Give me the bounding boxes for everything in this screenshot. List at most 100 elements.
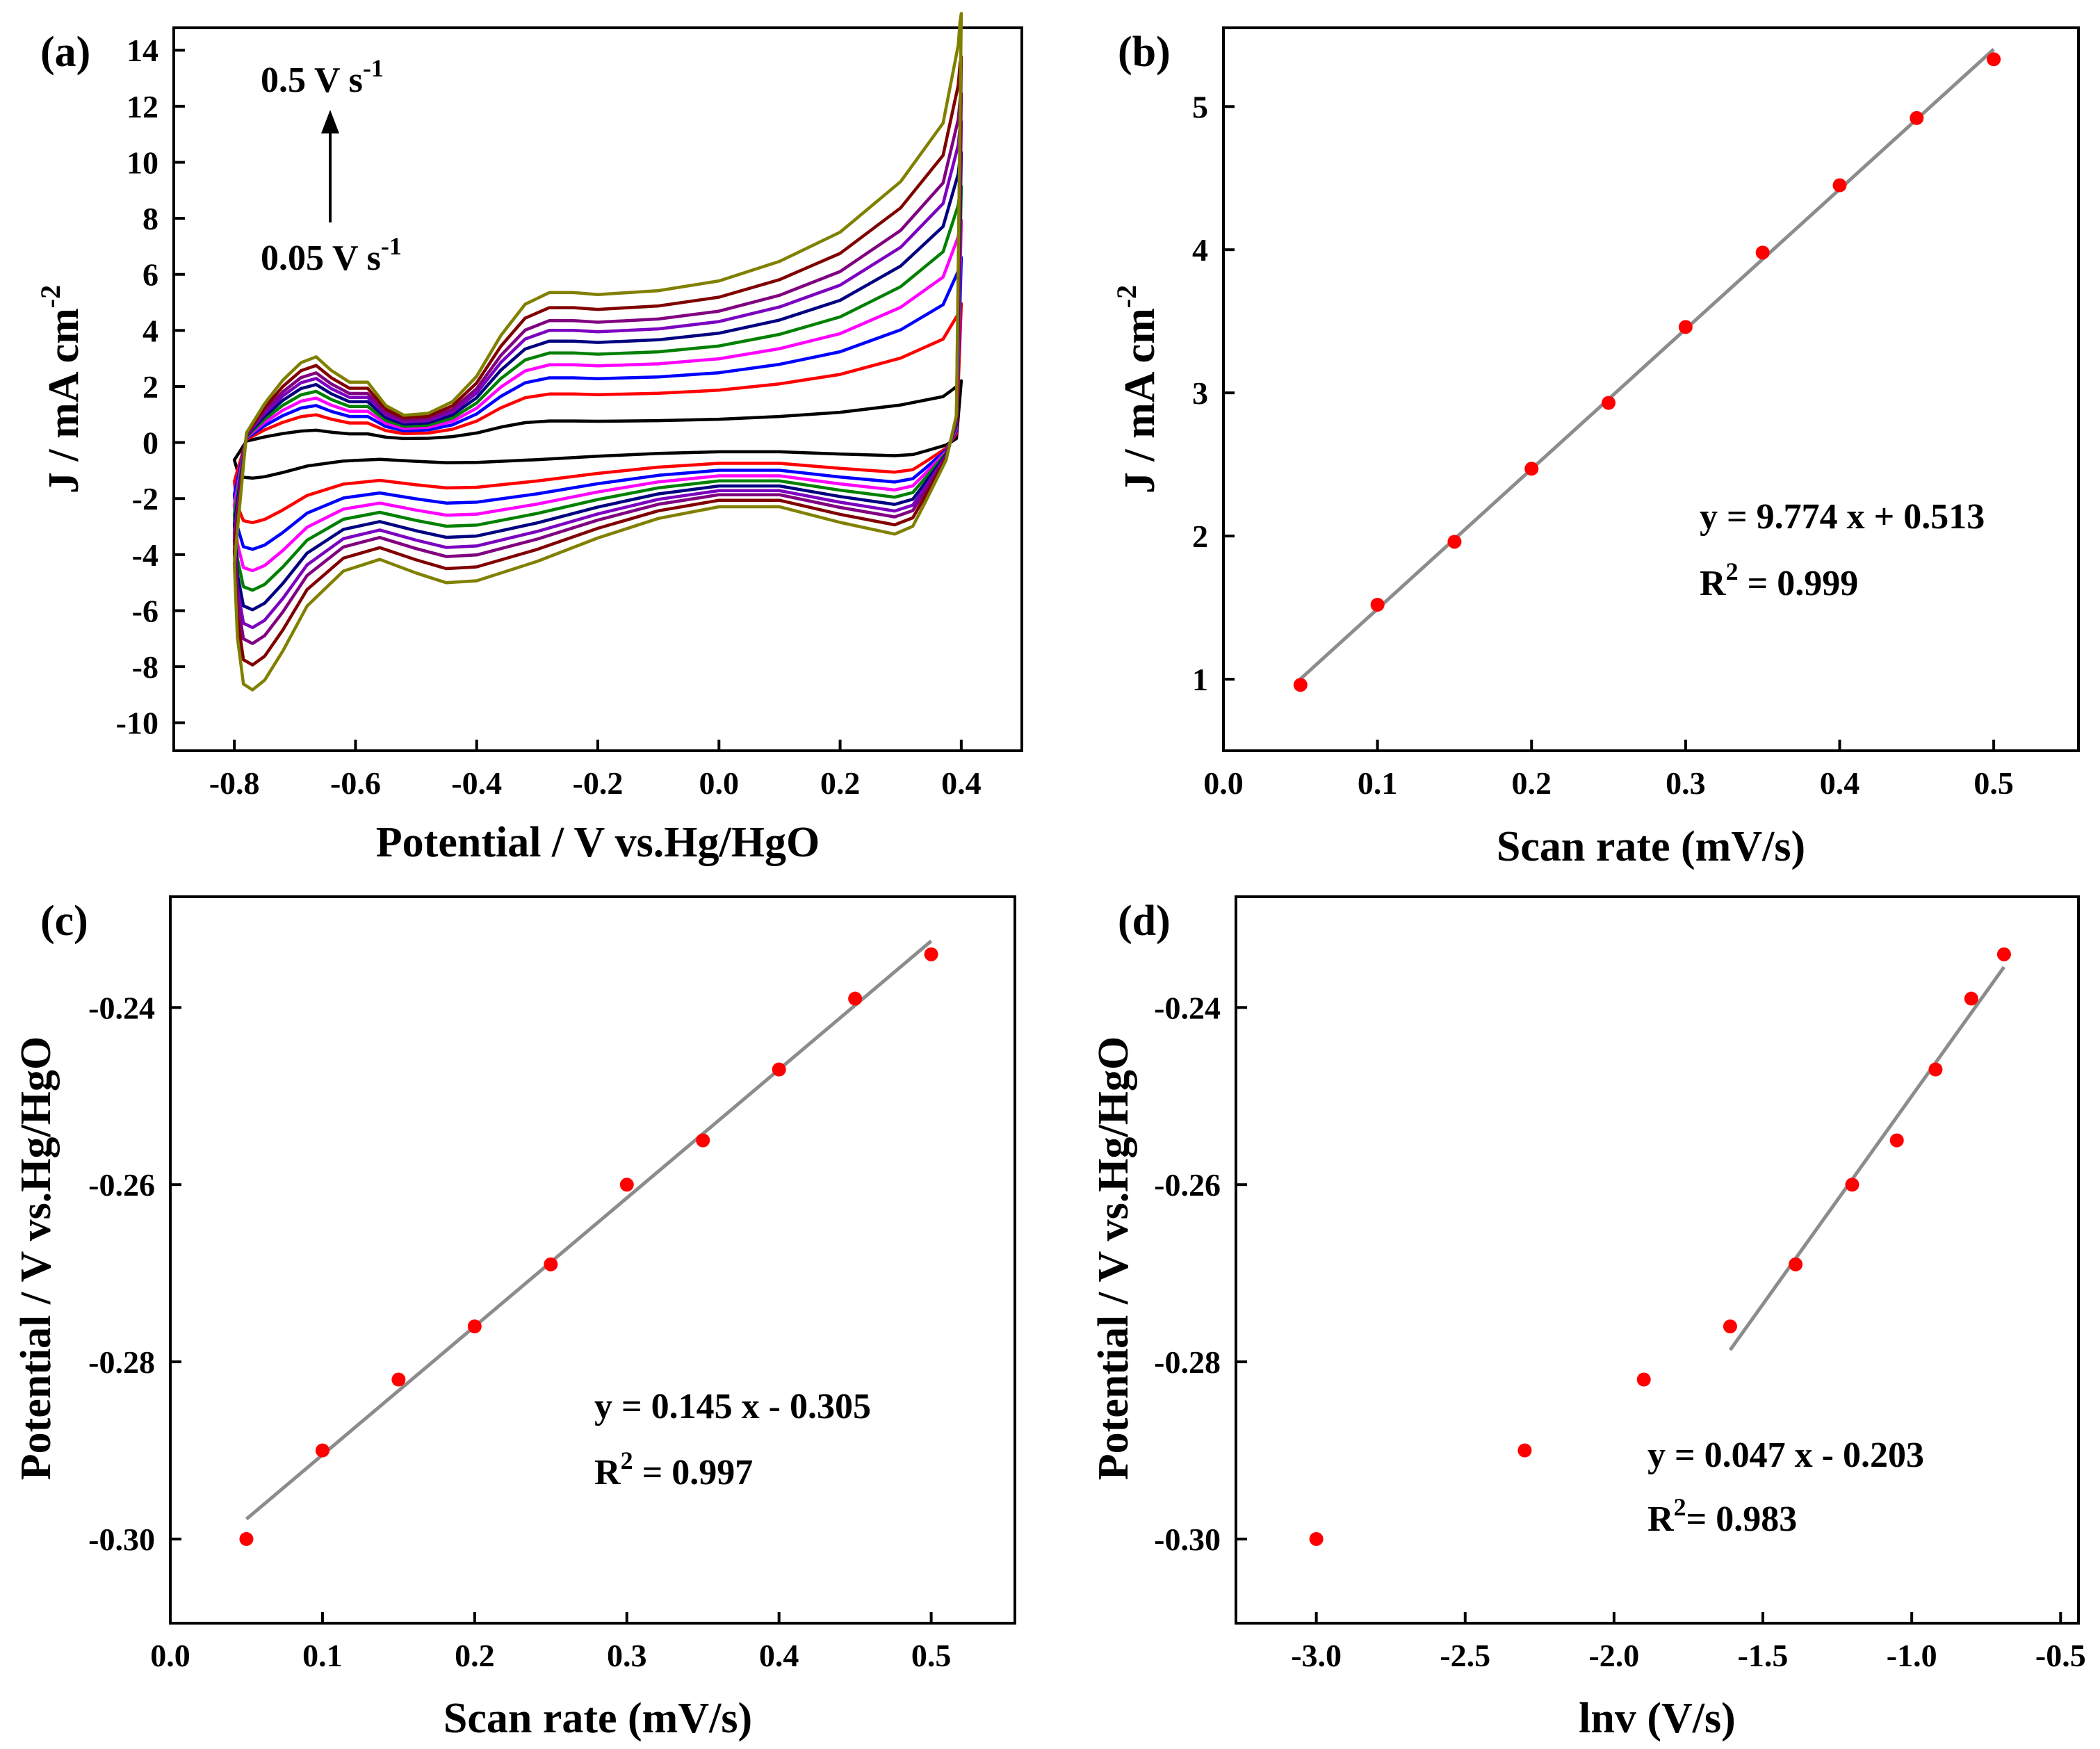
panel-d-data-point (1309, 1531, 1324, 1546)
panel-d-x-tick-label: -0.5 (2035, 1638, 2086, 1673)
panel-c-y-tick-label: -0.28 (88, 1344, 155, 1380)
panel-c-x-tick-label: 0.2 (455, 1638, 495, 1673)
panel-a-y-tick-label: 2 (143, 369, 158, 405)
panel-c-points (239, 947, 938, 1546)
panel-b-y-axis-label: J / mA cm-2 (1111, 285, 1164, 494)
panel-a-y-tick-label: 6 (143, 257, 158, 293)
panel-c-data-point (315, 1443, 329, 1458)
panel-a-x-tick-label: 0.0 (699, 765, 740, 801)
panel-c-x-tick-label: 0.5 (911, 1638, 952, 1673)
panel-d-data-point (1928, 1062, 1943, 1077)
panel-b-fit-line-group (1299, 48, 1995, 681)
panel-d-equation: y = 0.047 x - 0.203 (1647, 1435, 1924, 1475)
panel-a-y-tick-label: 8 (143, 201, 158, 236)
panel-b-r2: R2 = 0.999 (1700, 558, 1858, 603)
panel-d-points (1309, 947, 2011, 1546)
panel-a-x-ticks: -0.8 -0.6 -0.4 -0.2 0.0 0.2 0.4 (209, 740, 982, 801)
panel-b-points (1293, 52, 2001, 692)
panel-c-data-point (924, 947, 938, 961)
panel-b-data-point (1987, 52, 2001, 67)
panel-d-data-point (1845, 1178, 1859, 1192)
panel-b-data-point (1832, 178, 1847, 193)
panel-a-annotation-high: 0.5 V s-1 (261, 54, 384, 100)
panel-c-scatter-chart: (c) 0.0 0.1 0.2 0.3 0.4 0.5 -0.30-0.28-0.26-0… (13, 895, 1016, 1742)
panel-b-fit-line (1299, 48, 1995, 681)
panel-d-data-point (1723, 1319, 1737, 1334)
panel-b-x-tick-label: 0.4 (1820, 765, 1860, 801)
panel-a-y-tick-label: -10 (116, 706, 158, 741)
panel-a-x-tick-label: -0.4 (451, 765, 502, 801)
panel-a-cv-curve (232, 302, 963, 525)
panel-a-cv-curve (232, 92, 963, 646)
panel-c-frame (169, 895, 1016, 1625)
panel-b-scatter-chart: (b) 0.0 0.1 0.2 0.3 0.4 0.5 1 2 3 4 5 Scan rate (… (1111, 26, 2080, 870)
panel-c-x-axis-label: Scan rate (mV/s) (443, 1695, 752, 1742)
panel-c-x-tick-label: 0.4 (759, 1638, 799, 1673)
panel-b-data-point (1755, 245, 1770, 260)
panel-c-r2: R2 = 0.997 (594, 1447, 753, 1492)
panel-b-x-tick-label: 0.1 (1358, 765, 1398, 801)
panel-c-x-tick-label: 0.3 (607, 1638, 647, 1673)
panel-a-cv-curve (232, 12, 963, 692)
panel-b-y-tick-label: 5 (1192, 89, 1208, 124)
panel-c-data-point (848, 991, 863, 1006)
panel-c-y-axis-label: Potential / V vs.Hg/HgO (13, 1036, 60, 1480)
panel-b-data-point (1447, 535, 1462, 549)
panel-a-x-tick-label: 0.4 (941, 765, 982, 801)
panel-a-y-tick-label: 14 (127, 33, 158, 68)
panel-c-data-point (619, 1178, 634, 1192)
panel-c-data-point (391, 1372, 406, 1387)
panel-b-x-tick-label: 0.3 (1666, 765, 1706, 801)
panel-d-x-tick-label: -1.5 (1738, 1638, 1789, 1673)
panel-d-y-tick-label: -0.26 (1154, 1167, 1221, 1203)
panel-c-y-tick-label: -0.30 (88, 1522, 155, 1557)
panel-c-data-point (696, 1133, 710, 1148)
panel-a-y-tick-label: 12 (127, 89, 158, 124)
panel-a-cv-curve (232, 379, 963, 480)
panel-d-frame (1235, 895, 2080, 1625)
panel-d-x-axis-label: lnv (V/s) (1579, 1695, 1736, 1742)
panel-a-y-ticks: -10 -8 -6 -4 -2 0 2 4 6 8 10 12 14 (116, 33, 185, 741)
panel-b-x-tick-label: 0.2 (1511, 765, 1552, 801)
panel-d-data-point (1517, 1443, 1532, 1458)
panel-d-data-point (1889, 1133, 1904, 1148)
panel-c-data-point (239, 1531, 254, 1546)
panel-d-data-point (1964, 991, 1978, 1006)
panel-a-y-tick-label: -8 (132, 649, 158, 685)
panel-b-x-tick-label: 0.5 (1973, 765, 2014, 801)
panel-a-y-tick-label: 4 (143, 313, 158, 348)
panel-a-y-tick-label: -2 (132, 481, 158, 516)
panel-a-x-tick-label: -0.8 (209, 765, 260, 801)
panel-c-fit-line (245, 939, 933, 1521)
panel-d-y-tick-label: -0.30 (1154, 1522, 1221, 1557)
panel-a-cv-chart: (a) -0.8 -0.6 -0.4 -0.2 0.0 0.2 0.4 -10-8-6-4-… (35, 12, 1023, 866)
panel-a-y-axis-label: J / mA cm-2 (35, 285, 88, 494)
panel-a-cv-curve (232, 120, 963, 630)
panel-b-x-tick-label: 0.0 (1203, 765, 1244, 801)
panel-b-data-point (1678, 320, 1693, 334)
panel-b-y-tick-label: 3 (1192, 375, 1208, 411)
panel-a-x-tick-label: 0.2 (820, 765, 861, 801)
panel-a-curves (232, 12, 963, 692)
panel-c-fit-line-group (245, 939, 933, 1521)
panel-a-y-tick-label: -6 (132, 593, 158, 628)
panel-c-y-tick-label: -0.24 (88, 990, 155, 1025)
panel-b-frame (1222, 26, 2080, 752)
panel-a-y-tick-label: -4 (132, 537, 158, 573)
panel-d-scatter-chart: (d) -3.0 -2.5 -2.0 -1.5 -1.0 -0.5 -0.30-0.28-… (1090, 895, 2086, 1742)
panel-d-label: (d) (1118, 897, 1171, 945)
panel-c-x-tick-label: 0.0 (150, 1638, 190, 1673)
panel-b-y-ticks: 1 2 3 4 5 (1192, 89, 1235, 697)
panel-b-label: (b) (1118, 29, 1171, 76)
panel-a-annotation-low: 0.05 V s-1 (261, 232, 402, 278)
panel-a-y-tick-label: 0 (143, 425, 158, 461)
panel-d-fit-line-group (1728, 966, 2005, 1351)
panel-b-x-axis-label: Scan rate (mV/s) (1497, 823, 1805, 870)
panel-a-x-tick-label: -0.2 (573, 765, 624, 801)
panel-d-r2: R2= 0.983 (1647, 1493, 1797, 1539)
panel-a-label: (a) (40, 29, 90, 76)
panel-d-data-point (1636, 1372, 1651, 1387)
panel-d-data-point (1996, 947, 2011, 961)
panel-b-data-point (1602, 396, 1616, 410)
